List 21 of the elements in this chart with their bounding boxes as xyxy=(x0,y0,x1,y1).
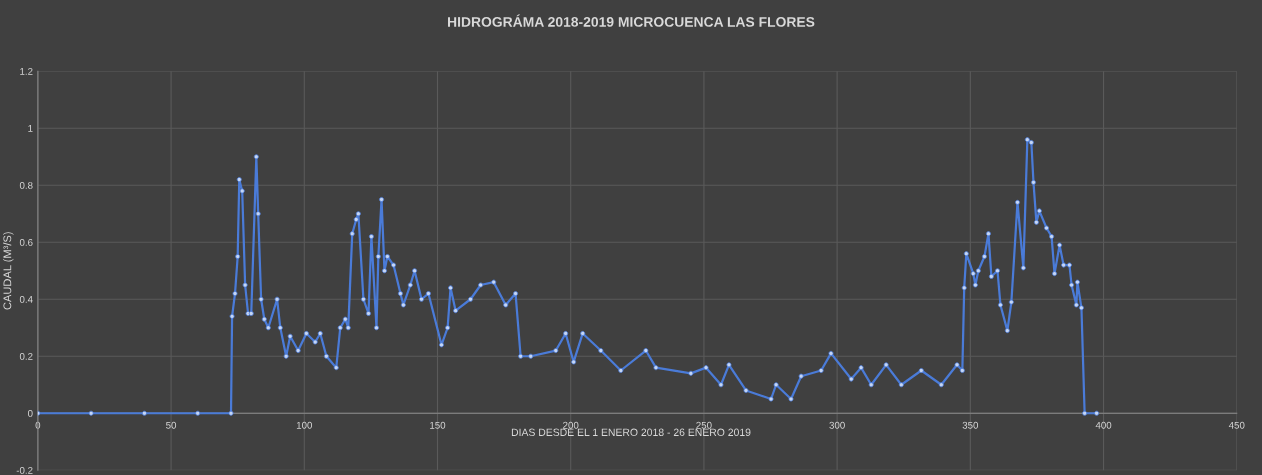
chart-title: HIDROGRÁMA 2018-2019 MICROCUENCA LAS FLORES xyxy=(448,14,815,27)
x-tick-label: 250 xyxy=(696,421,712,429)
x-tick-label: 100 xyxy=(296,421,313,429)
x-tick-label: 0 xyxy=(35,421,41,429)
y-tick-label: 1 xyxy=(28,125,33,132)
y-axis-title: CAUDAL (M³/S) xyxy=(3,232,14,310)
y-tick-label: 0.6 xyxy=(19,238,33,246)
y-tick-label: 0.2 xyxy=(19,352,33,360)
x-tick-label: 450 xyxy=(1228,421,1245,429)
y-tick-label: 0 xyxy=(27,409,33,417)
x-tick-label: 150 xyxy=(430,421,446,429)
x-tick-label: 350 xyxy=(962,421,979,429)
x-tick-label: 300 xyxy=(829,421,845,429)
y-tick-label: 0.4 xyxy=(19,295,33,303)
x-axis-title: DIAS DESDE EL 1 ENERO 2018 - 26 ENERO 2019 xyxy=(511,428,751,436)
y-tick-label: -0.2 xyxy=(16,466,33,474)
x-tick-label: 400 xyxy=(1095,421,1112,429)
x-tick-label: 50 xyxy=(166,421,177,429)
y-tick-label: 1.2 xyxy=(20,67,33,75)
x-tick-label: 200 xyxy=(563,421,579,429)
y-tick-label: 0.8 xyxy=(19,181,33,189)
